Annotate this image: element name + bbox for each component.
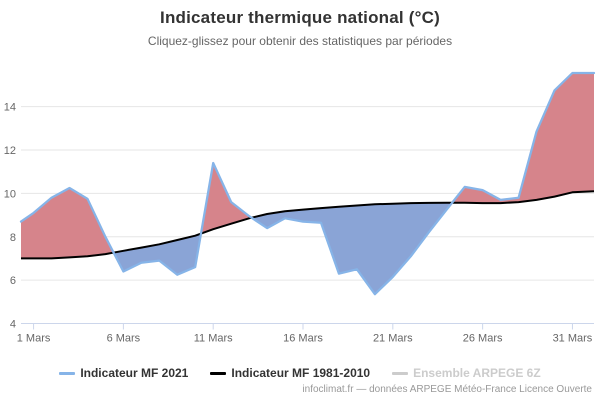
legend-item-2[interactable]: Ensemble ARPEGE 6Z (392, 366, 541, 380)
x-axis-label: 21 Mars (373, 333, 413, 345)
legend-item-1[interactable]: Indicateur MF 1981-2010 (210, 366, 370, 380)
plot-area[interactable]: 4 6 8 10 12 14 1 Mars 6 Mars 11 Mars 16 Mars 21 Ma… (0, 0, 600, 360)
credit-text: infoclimat.fr — données ARPEGE Météo-Fra… (302, 384, 592, 395)
series-line-2021 (19, 71, 596, 296)
chart-title: Indicateur thermique national (°C) (160, 8, 440, 27)
y-axis-label: 8 (10, 232, 16, 244)
legend: Indicateur MF 2021 Indicateur MF 1981-201… (0, 363, 600, 383)
x-axis-label: 31 Mars (553, 333, 593, 345)
legend-dash-icon (59, 371, 76, 375)
y-axis-label: 14 (4, 102, 16, 114)
legend-label: Indicateur MF 1981-2010 (231, 366, 371, 380)
legend-label: Indicateur MF 2021 (80, 366, 189, 380)
area-above-normal (452, 73, 594, 204)
legend-dash-icon (210, 371, 227, 375)
area-above-normal (201, 163, 252, 234)
x-axis-label: 26 Mars (463, 333, 503, 345)
y-axis-label: 4 (10, 319, 16, 331)
x-axis-label: 16 Mars (283, 333, 323, 345)
legend-item-0[interactable]: Indicateur MF 2021 (59, 366, 188, 380)
x-axis-label: 11 Mars (194, 333, 233, 345)
x-axis-label: 6 Mars (107, 333, 141, 345)
y-axis-label: 12 (4, 145, 16, 157)
y-axis-label: 6 (10, 275, 16, 287)
legend-label: Ensemble ARPEGE 6Z (413, 366, 541, 380)
x-axis-label: 1 Mars (17, 333, 51, 345)
area-below-normal (251, 202, 453, 295)
area-below-normal (113, 233, 201, 275)
series-line-normal-1981-2010 (21, 190, 595, 260)
legend-dash-icon (392, 371, 409, 375)
chart-subtitle: Cliquez-glissez pour obtenir des statist… (147, 34, 453, 48)
y-axis-label: 10 (4, 188, 16, 200)
